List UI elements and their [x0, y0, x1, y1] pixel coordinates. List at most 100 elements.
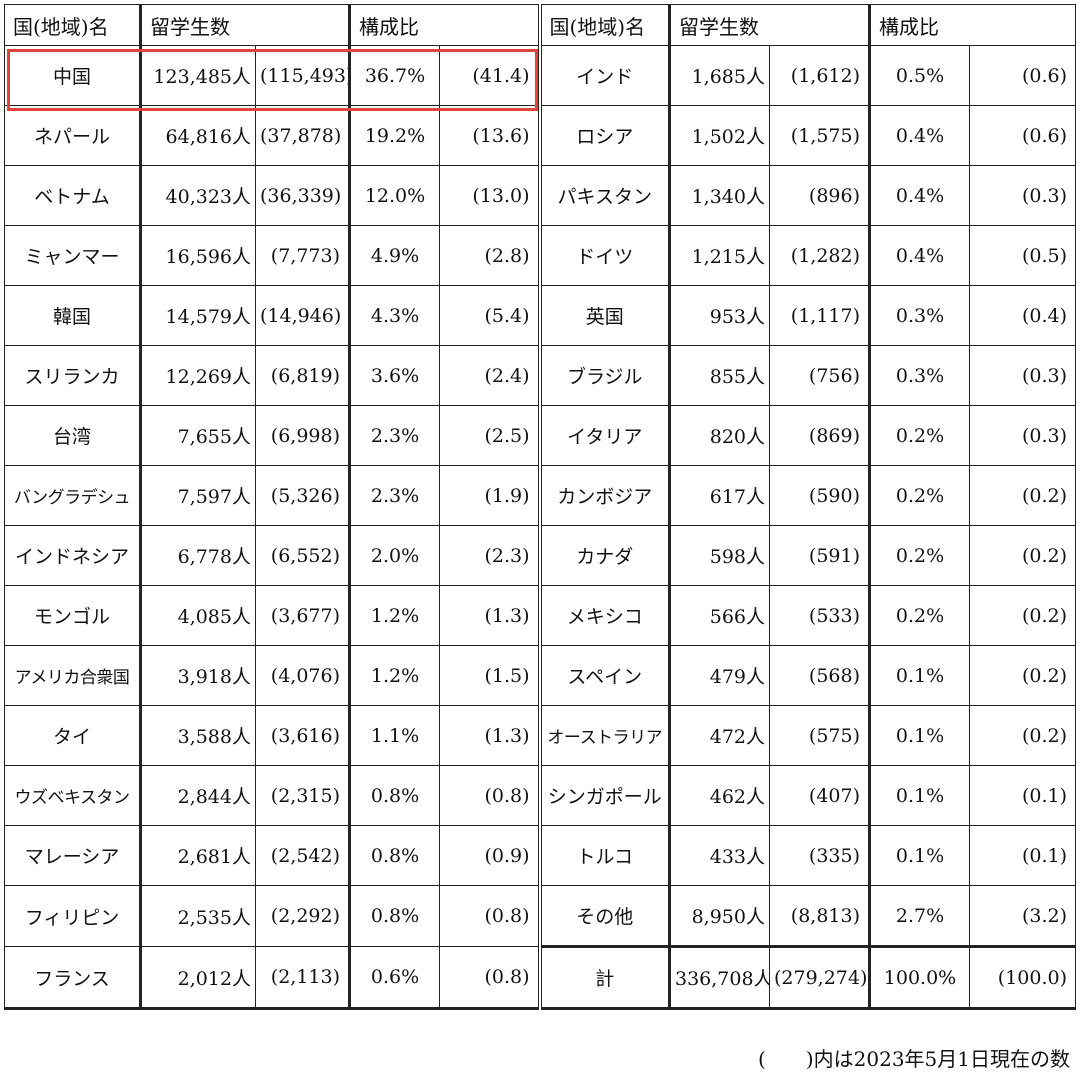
country-name: 計 — [537, 945, 671, 1010]
previous-count: (115,493) — [255, 45, 351, 106]
student-count: 7,597人 — [140, 465, 256, 526]
student-count: 1,685人 — [669, 45, 770, 106]
country-name: ドイツ — [537, 225, 671, 286]
country-name: スリランカ — [4, 345, 142, 406]
country-name: ミャンマー — [4, 225, 142, 286]
student-count: 2,681人 — [140, 825, 256, 886]
student-count: 855人 — [669, 345, 770, 406]
ratio: 1.2% — [349, 645, 440, 706]
table-row: ベトナム 40,323人 (36,339) 12.0% (13.0) パキスタン 1,340… — [4, 165, 1076, 226]
previous-ratio: (0.2) — [969, 585, 1076, 646]
ratio: 0.1% — [869, 825, 970, 886]
ratio: 0.1% — [869, 765, 970, 826]
previous-count: (14,946) — [255, 285, 351, 346]
previous-count: (6,552) — [255, 525, 351, 586]
student-count: 1,502人 — [669, 105, 770, 166]
previous-count: (1,575) — [769, 105, 871, 166]
header-count-left: 留学生数 — [140, 4, 351, 46]
student-count: 433人 — [669, 825, 770, 886]
student-count: 2,844人 — [140, 765, 256, 826]
header-count-right: 留学生数 — [669, 4, 871, 46]
country-name: 台湾 — [4, 405, 142, 466]
previous-ratio: (0.8) — [439, 765, 540, 826]
country-name: インドネシア — [4, 525, 142, 586]
ratio: 0.2% — [869, 465, 970, 526]
ratio: 0.3% — [869, 345, 970, 406]
student-count: 16,596人 — [140, 225, 256, 286]
country-name: カンボジア — [537, 465, 671, 526]
previous-ratio: (100.0) — [969, 945, 1076, 1010]
student-count: 336,708人 — [669, 945, 770, 1010]
previous-count: (869) — [769, 405, 871, 466]
students-table: 国(地域)名 留学生数 構成比 国(地域)名 留学生数 構成比 中国 123,48… — [4, 4, 1076, 1010]
previous-ratio: (0.2) — [969, 525, 1076, 586]
student-count: 617人 — [669, 465, 770, 526]
student-count: 472人 — [669, 705, 770, 766]
previous-count: (3,616) — [255, 705, 351, 766]
student-count: 14,579人 — [140, 285, 256, 346]
previous-ratio: (5.4) — [439, 285, 540, 346]
previous-count: (896) — [769, 165, 871, 226]
previous-ratio: (0.8) — [439, 946, 540, 1010]
ratio: 2.3% — [349, 405, 440, 466]
student-count: 953人 — [669, 285, 770, 346]
student-count: 3,588人 — [140, 705, 256, 766]
previous-ratio: (2.5) — [439, 405, 540, 466]
country-name: インド — [537, 45, 671, 106]
student-count: 64,816人 — [140, 105, 256, 166]
country-name: フィリピン — [4, 885, 142, 947]
previous-count: (2,292) — [255, 885, 351, 947]
previous-ratio: (0.4) — [969, 285, 1076, 346]
table-row: 中国 123,485人 (115,493) 36.7% (41.4) インド 1,685人(… — [4, 45, 1076, 106]
ratio: 0.8% — [349, 885, 440, 947]
country-name: ウズベキスタン — [4, 765, 142, 826]
previous-count: (6,998) — [255, 405, 351, 466]
ratio: 0.4% — [869, 165, 970, 226]
header-ratio-right: 構成比 — [869, 4, 1076, 46]
ratio: 1.1% — [349, 705, 440, 766]
previous-ratio: (2.4) — [439, 345, 540, 406]
ratio: 1.2% — [349, 585, 440, 646]
previous-count: (575) — [769, 705, 871, 766]
country-name: トルコ — [537, 825, 671, 886]
country-name: メキシコ — [537, 585, 671, 646]
country-name: モンゴル — [4, 585, 142, 646]
previous-ratio: (3.2) — [969, 885, 1076, 947]
previous-count: (756) — [769, 345, 871, 406]
student-count: 123,485人 — [140, 45, 256, 106]
student-count: 1,215人 — [669, 225, 770, 286]
country-name: タイ — [4, 705, 142, 766]
country-name: パキスタン — [537, 165, 671, 226]
ratio: 0.2% — [869, 405, 970, 466]
ratio: 0.4% — [869, 105, 970, 166]
previous-count: (8,813) — [769, 885, 871, 947]
country-name: アメリカ合衆国 — [4, 645, 142, 706]
previous-ratio: (13.0) — [439, 165, 540, 226]
country-name: フランス — [4, 946, 142, 1010]
ratio: 0.8% — [349, 825, 440, 886]
previous-ratio: (0.2) — [969, 705, 1076, 766]
student-count: 2,012人 — [140, 946, 256, 1010]
ratio: 0.1% — [869, 705, 970, 766]
country-name: 英国 — [537, 285, 671, 346]
table-row: タイ 3,588人 (3,616) 1.1% (1.3) オーストラリア 472人 (575)… — [4, 705, 1076, 766]
previous-ratio: (13.6) — [439, 105, 540, 166]
previous-count: (2,113) — [255, 946, 351, 1010]
previous-count: (7,773) — [255, 225, 351, 286]
country-name: ロシア — [537, 105, 671, 166]
student-count: 566人 — [669, 585, 770, 646]
previous-ratio: (0.9) — [439, 825, 540, 886]
student-count: 6,778人 — [140, 525, 256, 586]
table-row: フランス 2,012人 (2,113) 0.6% (0.8) 計 336,708人 (279,… — [4, 945, 1076, 1010]
previous-ratio: (0.3) — [969, 345, 1076, 406]
previous-count: (591) — [769, 525, 871, 586]
ratio: 2.0% — [349, 525, 440, 586]
ratio: 19.2% — [349, 105, 440, 166]
previous-ratio: (1.9) — [439, 465, 540, 526]
student-count: 479人 — [669, 645, 770, 706]
ratio: 0.8% — [349, 765, 440, 826]
student-count: 1,340人 — [669, 165, 770, 226]
country-name: イタリア — [537, 405, 671, 466]
country-name: バングラデシュ — [4, 465, 142, 526]
previous-ratio: (0.2) — [969, 645, 1076, 706]
